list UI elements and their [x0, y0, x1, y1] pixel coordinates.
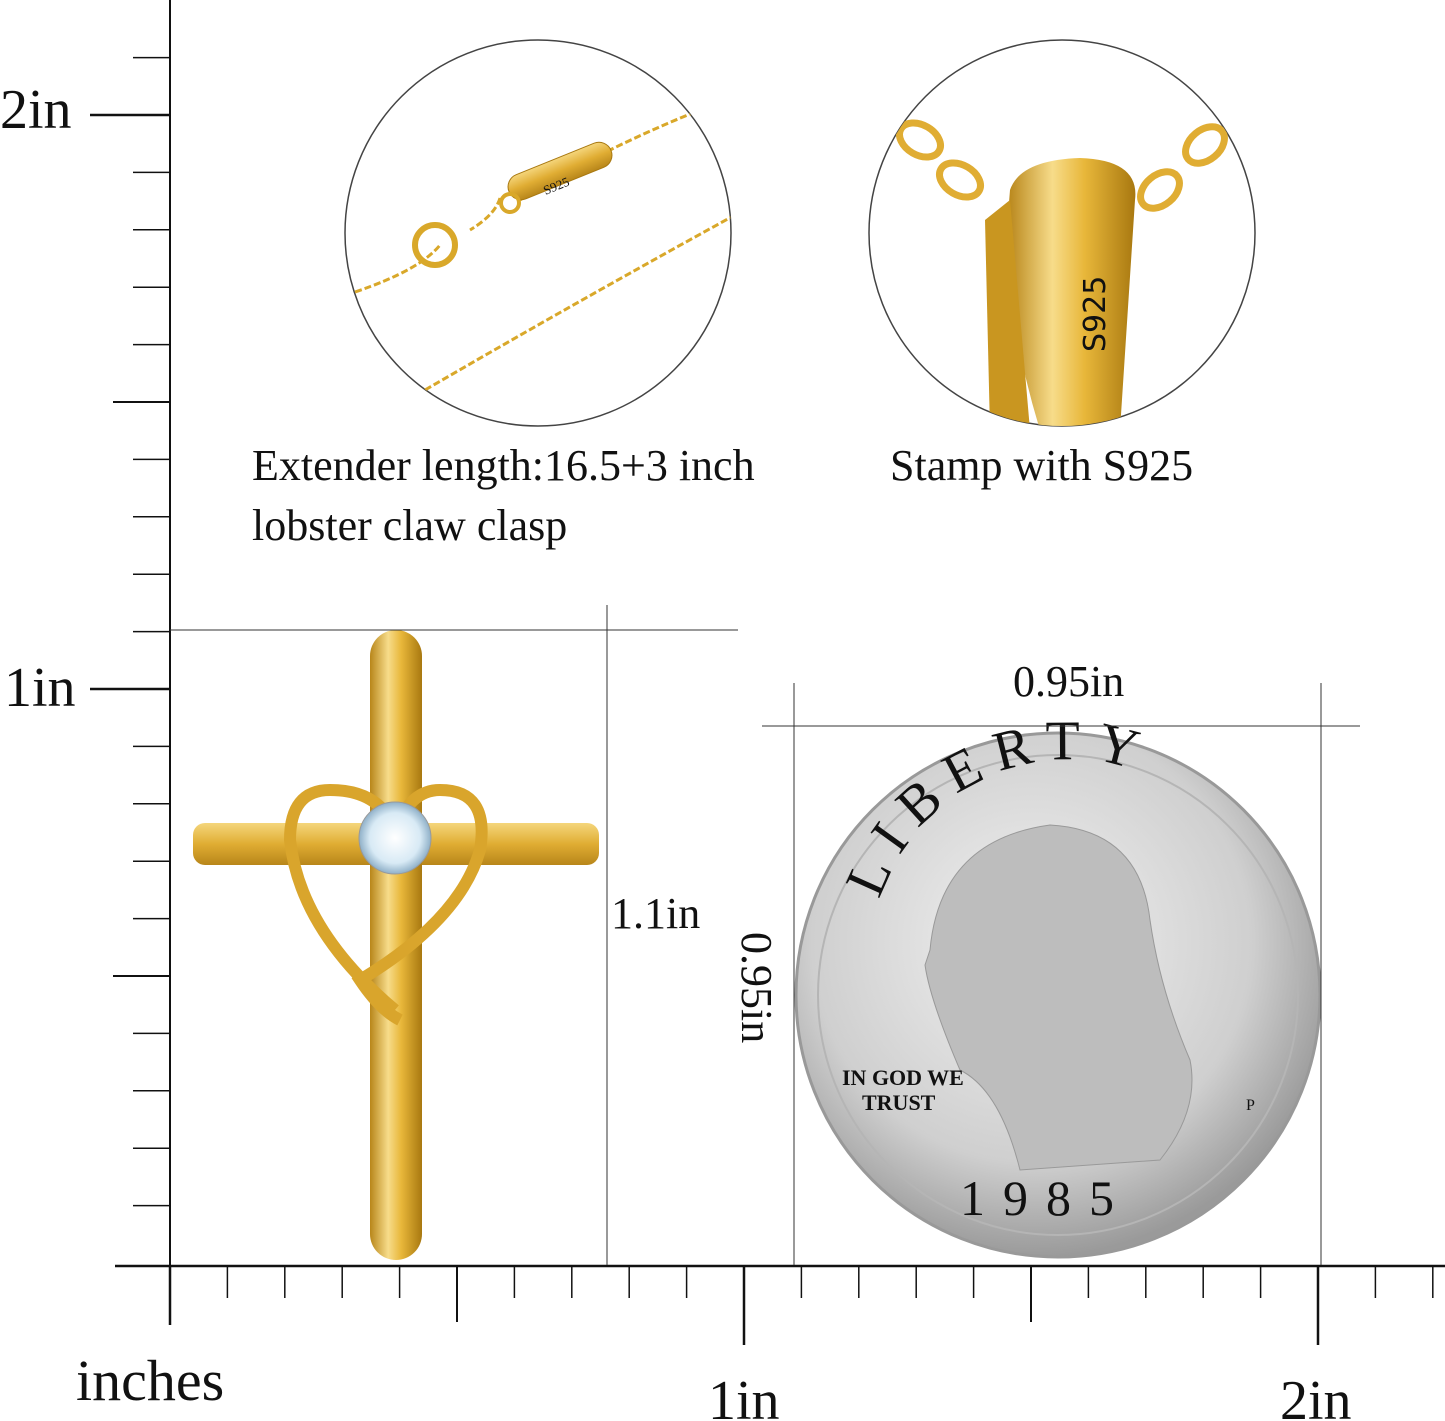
coin-motto-line1: IN GOD WE [842, 1065, 964, 1090]
bail-detail-image: S925 [868, 39, 1256, 427]
quarter-coin-image: LIBERTY IN GOD WE TRUST 1985 P [794, 710, 1322, 1259]
coin-motto-line2: TRUST [862, 1090, 936, 1115]
ruler-label-2in-vertical: 2in [0, 79, 72, 141]
ruler-label-2in-horizontal: 2in [1280, 1370, 1352, 1421]
chain-caption-line1: Extender length:16.5+3 inch [252, 441, 755, 490]
coin-height-label: 0.95in [732, 932, 781, 1043]
coin-year: 1985 [960, 1170, 1132, 1226]
coin-mint-mark: P [1246, 1097, 1255, 1114]
chain-detail-image: S925 [344, 39, 732, 427]
ruler [90, 0, 1445, 1345]
horizontal-ticks [168, 1266, 1434, 1345]
coin-dimension-lines [762, 683, 1360, 1265]
chain-caption-line2: lobster claw clasp [252, 501, 568, 550]
bail-caption: Stamp with S925 [890, 441, 1194, 490]
cross-pendant-image [193, 630, 599, 1260]
vertical-ticks [90, 56, 170, 1207]
ruler-unit-label: inches [76, 1348, 225, 1413]
ruler-label-1in-vertical: 1in [4, 657, 76, 719]
ruler-label-1in-horizontal: 1in [708, 1370, 780, 1421]
pendant-dimension-lines [170, 605, 738, 1265]
pendant-height-label: 1.1in [611, 889, 701, 938]
bail-stamp-text: S925 [1078, 276, 1113, 352]
coin-width-label: 0.95in [1013, 657, 1125, 706]
